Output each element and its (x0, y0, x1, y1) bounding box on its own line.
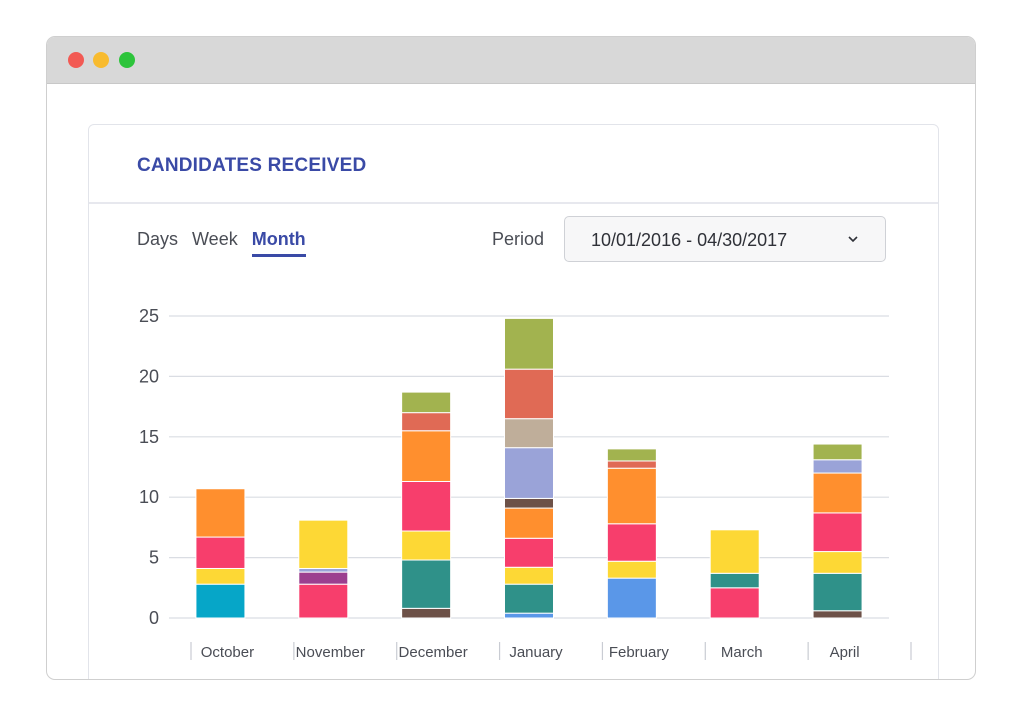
y-tick-label: 20 (139, 366, 159, 386)
bar-segment[interactable] (195, 488, 246, 538)
y-tick-label: 10 (139, 487, 159, 507)
y-tick-label: 15 (139, 427, 159, 447)
bar-segment[interactable] (504, 537, 554, 568)
bar-segment[interactable] (195, 583, 246, 619)
x-tick-label: March (721, 644, 763, 661)
bar-segment[interactable] (195, 536, 246, 569)
bar-segment[interactable] (812, 572, 863, 612)
x-tick-label: April (830, 644, 860, 661)
period-label: Period (492, 229, 545, 249)
bar-segment[interactable] (504, 566, 554, 585)
tab-month[interactable]: Month (251, 229, 306, 257)
bar-segment[interactable] (709, 572, 760, 589)
bar-segment[interactable] (504, 612, 554, 619)
bar-segment[interactable] (401, 559, 452, 609)
close-window-button[interactable] (68, 52, 84, 68)
bar-segment[interactable] (298, 583, 349, 619)
bar-segment[interactable] (298, 571, 349, 585)
window-titlebar (47, 37, 975, 84)
candidates-card: CANDIDATES RECEIVED Days Week Month Peri… (88, 124, 939, 679)
bar-segment[interactable] (606, 577, 657, 619)
bar-segment[interactable] (812, 443, 863, 461)
y-tick-label: 25 (139, 306, 159, 326)
chevron-down-icon (848, 236, 858, 243)
bar-segment[interactable] (401, 480, 452, 532)
maximize-window-button[interactable] (119, 52, 135, 68)
minimize-window-button[interactable] (93, 52, 109, 68)
bar-segment[interactable] (504, 418, 554, 449)
bar-segment[interactable] (504, 497, 554, 509)
x-tick-label: January (509, 644, 563, 661)
bar-segment[interactable] (709, 529, 760, 574)
bar-segment[interactable] (606, 460, 657, 469)
y-tick-label: 0 (149, 608, 159, 628)
bar-segment[interactable] (504, 447, 554, 499)
bar-segment[interactable] (401, 391, 452, 414)
bar-segment[interactable] (812, 551, 863, 574)
x-tick-label: December (399, 644, 468, 661)
bar-segment[interactable] (606, 560, 657, 579)
granularity-tabs: Days Week Month (137, 229, 306, 257)
y-tick-label: 5 (149, 548, 159, 568)
bar-segment[interactable] (812, 610, 863, 619)
card-title: CANDIDATES RECEIVED (137, 155, 367, 176)
bar-segment[interactable] (298, 519, 349, 569)
tab-week[interactable]: Week (192, 229, 238, 249)
bar-segment[interactable] (504, 583, 554, 614)
candidates-chart: 0 5 10 15 20 25 October November December January… (139, 306, 912, 661)
bar-segment[interactable] (401, 430, 452, 482)
period-dropdown[interactable]: 10/01/2016 - 04/30/2017 (564, 216, 886, 262)
x-tick-label: October (201, 644, 254, 661)
x-tick-label: November (296, 644, 365, 661)
x-tick-label: February (609, 644, 670, 661)
bar-segment[interactable] (709, 587, 760, 619)
bar-segment[interactable] (401, 607, 452, 619)
browser-window: CANDIDATES RECEIVED Days Week Month Peri… (46, 36, 976, 680)
card-header: CANDIDATES RECEIVED (89, 125, 938, 204)
bar-segment[interactable] (195, 567, 246, 585)
bar-segment[interactable] (812, 472, 863, 514)
bar-segment[interactable] (812, 459, 863, 474)
tab-days[interactable]: Days (137, 229, 179, 249)
bar-segment[interactable] (812, 512, 863, 553)
bar-segment[interactable] (504, 317, 554, 370)
bar-segment[interactable] (504, 507, 554, 539)
bar-segment[interactable] (606, 448, 657, 462)
bar-segment[interactable] (298, 567, 349, 573)
bar-segment[interactable] (504, 368, 554, 420)
period-value: 10/01/2016 - 04/30/2017 (591, 230, 788, 250)
bar-segment[interactable] (401, 530, 452, 561)
bar-segment[interactable] (401, 412, 452, 432)
bar-segment[interactable] (606, 523, 657, 562)
bar-segment[interactable] (606, 467, 657, 525)
